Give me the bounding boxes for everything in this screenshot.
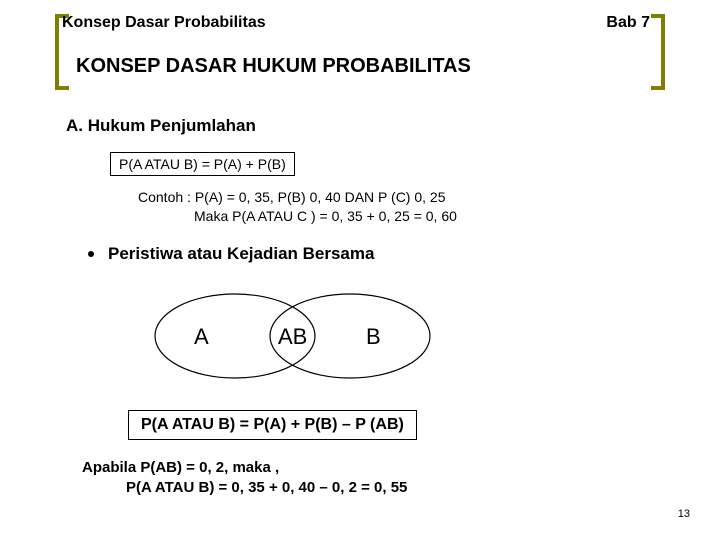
bracket-right — [651, 14, 665, 90]
venn-label-a: A — [194, 324, 209, 350]
header-right: Bab 7 — [606, 14, 650, 32]
apabila-line1: Apabila P(AB) = 0, 2, maka , — [82, 458, 407, 478]
bullet-row: Peristiwa atau Kejadian Bersama — [88, 244, 374, 264]
main-title: KONSEP DASAR HUKUM PROBABILITAS — [76, 55, 471, 78]
bullet-icon — [88, 251, 94, 257]
venn-label-b: B — [366, 324, 381, 350]
contoh-text: Contoh : P(A) = 0, 35, P(B) 0, 40 DAN P … — [138, 188, 457, 226]
section-a-heading: A. Hukum Penjumlahan — [66, 116, 256, 136]
apabila-text: Apabila P(AB) = 0, 2, maka , P(A ATAU B)… — [82, 458, 407, 499]
header-row: Konsep Dasar Probabilitas Bab 7 — [62, 14, 650, 32]
bullet-label: Peristiwa atau Kejadian Bersama — [108, 244, 374, 264]
venn-label-ab: AB — [278, 324, 307, 350]
venn-diagram: A AB B — [140, 280, 440, 390]
contoh-line2: Maka P(A ATAU C ) = 0, 35 + 0, 25 = 0, 6… — [138, 207, 457, 226]
formula2-box: P(A ATAU B) = P(A) + P(B) – P (AB) — [128, 410, 417, 440]
formula1-box: P(A ATAU B) = P(A) + P(B) — [110, 152, 295, 176]
page-number: 13 — [678, 508, 690, 520]
contoh-line1: Contoh : P(A) = 0, 35, P(B) 0, 40 DAN P … — [138, 188, 457, 207]
apabila-line2: P(A ATAU B) = 0, 35 + 0, 40 – 0, 2 = 0, … — [82, 478, 407, 498]
header-left: Konsep Dasar Probabilitas — [62, 14, 266, 32]
